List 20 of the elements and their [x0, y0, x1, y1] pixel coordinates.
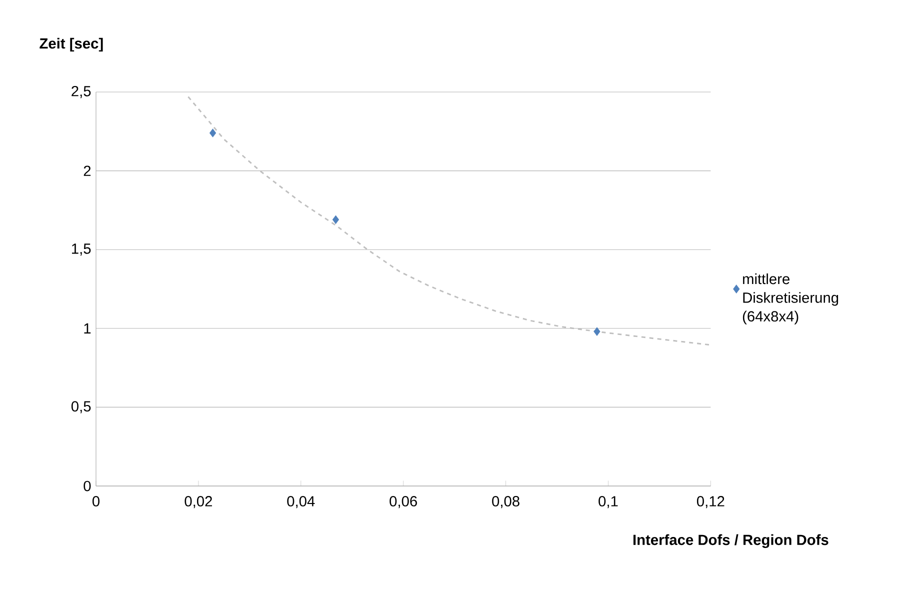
x-tick-label: 0,08 — [492, 496, 520, 508]
point — [594, 327, 600, 336]
y-tick-label: 0 — [84, 480, 91, 492]
x-tick-label: 0,02 — [184, 496, 212, 508]
x-tick-label: 0,04 — [287, 496, 315, 508]
point — [332, 215, 339, 224]
line-series — [187, 96, 712, 346]
point — [210, 128, 216, 138]
y-tick-label: 1 — [84, 323, 91, 334]
y-tick-label: 0,5 — [71, 401, 91, 414]
legend-label: mittlere Diskretisierung (64x8x4) — [742, 273, 838, 324]
y-axis-title: Zeit [sec] — [40, 38, 103, 52]
y-tick-label: 1,5 — [72, 244, 91, 256]
x-axis-title: Interface Dofs / Region Dofs — [633, 534, 828, 548]
x-tick-label: 0,06 — [390, 496, 417, 508]
x-tick-label: 0,12 — [696, 496, 724, 508]
y-tick-label: 2 — [84, 166, 91, 176]
x-tick-label: 0 — [92, 496, 100, 506]
x-tick-label: 0,1 — [598, 496, 618, 508]
y-tick-label: 2,5 — [72, 86, 91, 98]
